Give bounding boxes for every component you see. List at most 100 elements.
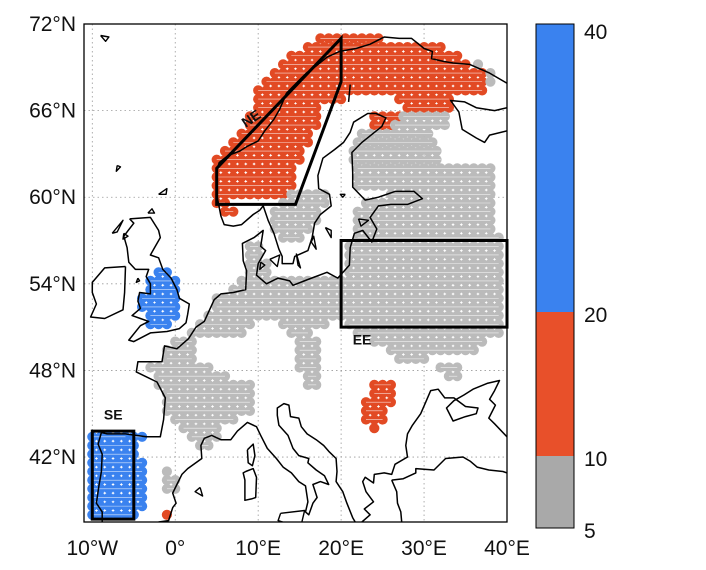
data-point-blue (137, 492, 148, 503)
island-outline (259, 261, 266, 271)
lat-tick-label: 42°N (29, 446, 76, 469)
island-outline (339, 193, 346, 198)
longitude-tick-labels: 10°W 0° 10°E 20°E 30°E 40°E (67, 537, 530, 560)
lon-tick-label: 40°E (484, 537, 530, 560)
colorbar: 40 20 10 5 (535, 21, 607, 543)
region-box-se (90, 429, 136, 521)
data-point-red (302, 42, 313, 53)
lon-tick-label: 10°W (67, 537, 119, 560)
data-point-gray (435, 362, 446, 373)
data-point-gray (244, 319, 255, 330)
colorbar-band-blue (536, 24, 574, 312)
data-point-red (385, 397, 396, 408)
data-point-red (278, 189, 289, 200)
lat-tick-label: 66°N (29, 100, 76, 123)
data-point-red (385, 379, 396, 390)
colorbar-tick-5: 5 (584, 520, 596, 543)
coastline (95, 432, 103, 522)
island-outline (115, 164, 122, 172)
map-frame (83, 23, 508, 523)
data-point-gray (485, 76, 496, 87)
data-point-gray (244, 379, 255, 390)
data-point-gray (170, 336, 181, 347)
data-point-gray (161, 483, 172, 494)
lon-tick-label: 10°E (235, 537, 281, 560)
colorbar-frame (535, 23, 575, 529)
island-outline (147, 208, 156, 214)
lat-tick-label: 48°N (29, 359, 76, 382)
data-point-gray (419, 353, 430, 364)
data-point-gray (153, 371, 164, 382)
data-point-gray (389, 119, 401, 131)
colorbar-tick-20: 20 (584, 304, 607, 327)
island-outline (135, 277, 141, 284)
data-point-gray (228, 414, 239, 425)
coastline (391, 456, 507, 481)
lon-tick-label: 0° (165, 537, 185, 560)
data-point-gray (186, 431, 197, 442)
island-outline (111, 219, 124, 234)
colorbar-band-gray (536, 456, 574, 528)
coastline (158, 402, 356, 522)
data-point-gray (344, 267, 355, 278)
data-point-blue (137, 483, 148, 494)
data-point-blue (137, 457, 148, 468)
coastline (123, 216, 191, 343)
data-point-gray (294, 362, 305, 373)
data-point-gray (244, 397, 255, 408)
data-point-red (286, 171, 297, 183)
island-outline (122, 232, 129, 240)
data-point-red (286, 180, 297, 191)
data-point-blue (137, 501, 148, 512)
coastline (361, 379, 507, 522)
data-point-gray (352, 163, 363, 174)
island-outline (295, 253, 302, 269)
data-points (87, 33, 504, 520)
colorbar-tick-40: 40 (584, 21, 607, 44)
data-point-gray (236, 327, 247, 338)
colorbar-band-red (536, 312, 574, 456)
data-point-gray (161, 466, 172, 477)
data-point-red (377, 405, 388, 416)
data-point-gray (352, 180, 363, 191)
coastline (347, 84, 351, 102)
lat-tick-label: 54°N (29, 273, 76, 296)
region-label-ee: EE (353, 331, 372, 347)
data-point-gray (398, 111, 409, 122)
latitude-tick-labels: 72°N 66°N 60°N 54°N 48°N 42°N (29, 13, 76, 469)
data-point-gray (170, 414, 181, 425)
coastline (449, 99, 507, 144)
island-outline (324, 226, 332, 239)
data-point-gray (352, 327, 363, 338)
data-point-gray (244, 388, 255, 399)
data-point-gray (294, 336, 305, 347)
coastline (371, 554, 378, 555)
data-point-gray (294, 353, 305, 364)
island-outline (100, 34, 110, 42)
island-outline (310, 235, 317, 250)
coastline (89, 265, 127, 320)
data-point-gray (211, 301, 222, 312)
data-point-red (385, 388, 396, 399)
lon-tick-label: 30°E (401, 537, 447, 560)
data-point-red (377, 414, 388, 425)
data-point-gray (178, 423, 189, 434)
data-point-gray (161, 475, 172, 486)
data-point-blue (137, 475, 148, 486)
lat-tick-label: 60°N (29, 186, 76, 209)
data-point-gray (294, 345, 305, 356)
coastline (246, 443, 256, 467)
coastlines (89, 34, 507, 555)
island-outline (158, 187, 168, 196)
data-point-gray (443, 371, 454, 382)
data-point-gray (161, 353, 172, 364)
data-point-gray (253, 249, 264, 261)
data-point-blue (153, 267, 164, 278)
coastline (101, 36, 507, 438)
island-outline (277, 509, 306, 522)
lat-tick-label: 72°N (29, 13, 76, 36)
coastline (242, 467, 258, 502)
data-point-red (228, 206, 239, 217)
island-outline (269, 254, 281, 268)
